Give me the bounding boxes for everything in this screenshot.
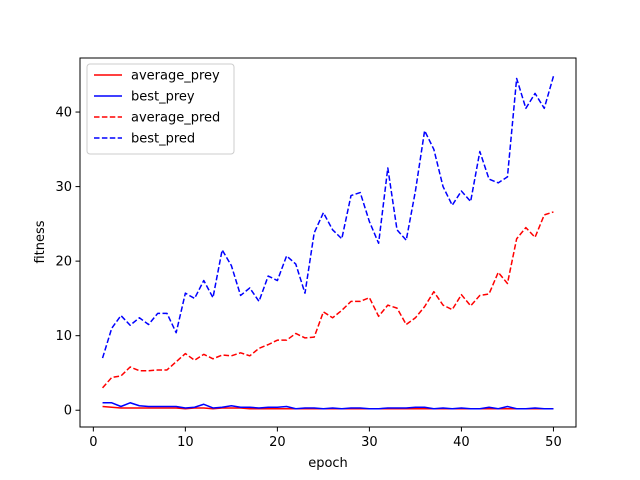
x-tick-label: 30 (361, 435, 378, 450)
y-tick-label: 40 (55, 106, 72, 121)
series-group (101, 76, 555, 410)
series-line-average-pred (101, 211, 554, 389)
y-tick-label: 30 (55, 180, 72, 195)
series-line-best-prey (102, 402, 554, 410)
x-tick-label: 50 (545, 435, 562, 450)
y-tick-label: 10 (55, 329, 72, 344)
legend-label-best-pred: best_pred (131, 132, 195, 147)
y-axis: 0 10 20 30 40 (55, 106, 80, 419)
series-line-best-pred (101, 76, 555, 359)
legend-label-average-prey: average_prey (131, 69, 220, 84)
y-tick-label: 0 (64, 404, 72, 419)
legend: average_prey best_prey average_pred best_pr… (86, 63, 235, 155)
y-tick-label: 20 (55, 255, 72, 270)
x-tick-label: 0 (89, 435, 97, 450)
plot-frame (79, 57, 577, 428)
legend-label-best-prey: best_prey (131, 90, 195, 105)
x-axis-label: epoch (308, 456, 348, 471)
y-axis-label: fitness (33, 220, 48, 263)
x-tick-label: 40 (453, 435, 470, 450)
legend-label-average-pred: average_pred (131, 111, 220, 126)
x-axis: 0 10 20 30 40 50 (89, 427, 562, 450)
x-tick-label: 20 (269, 435, 286, 450)
x-tick-label: 10 (177, 435, 194, 450)
legend-box (86, 63, 235, 155)
